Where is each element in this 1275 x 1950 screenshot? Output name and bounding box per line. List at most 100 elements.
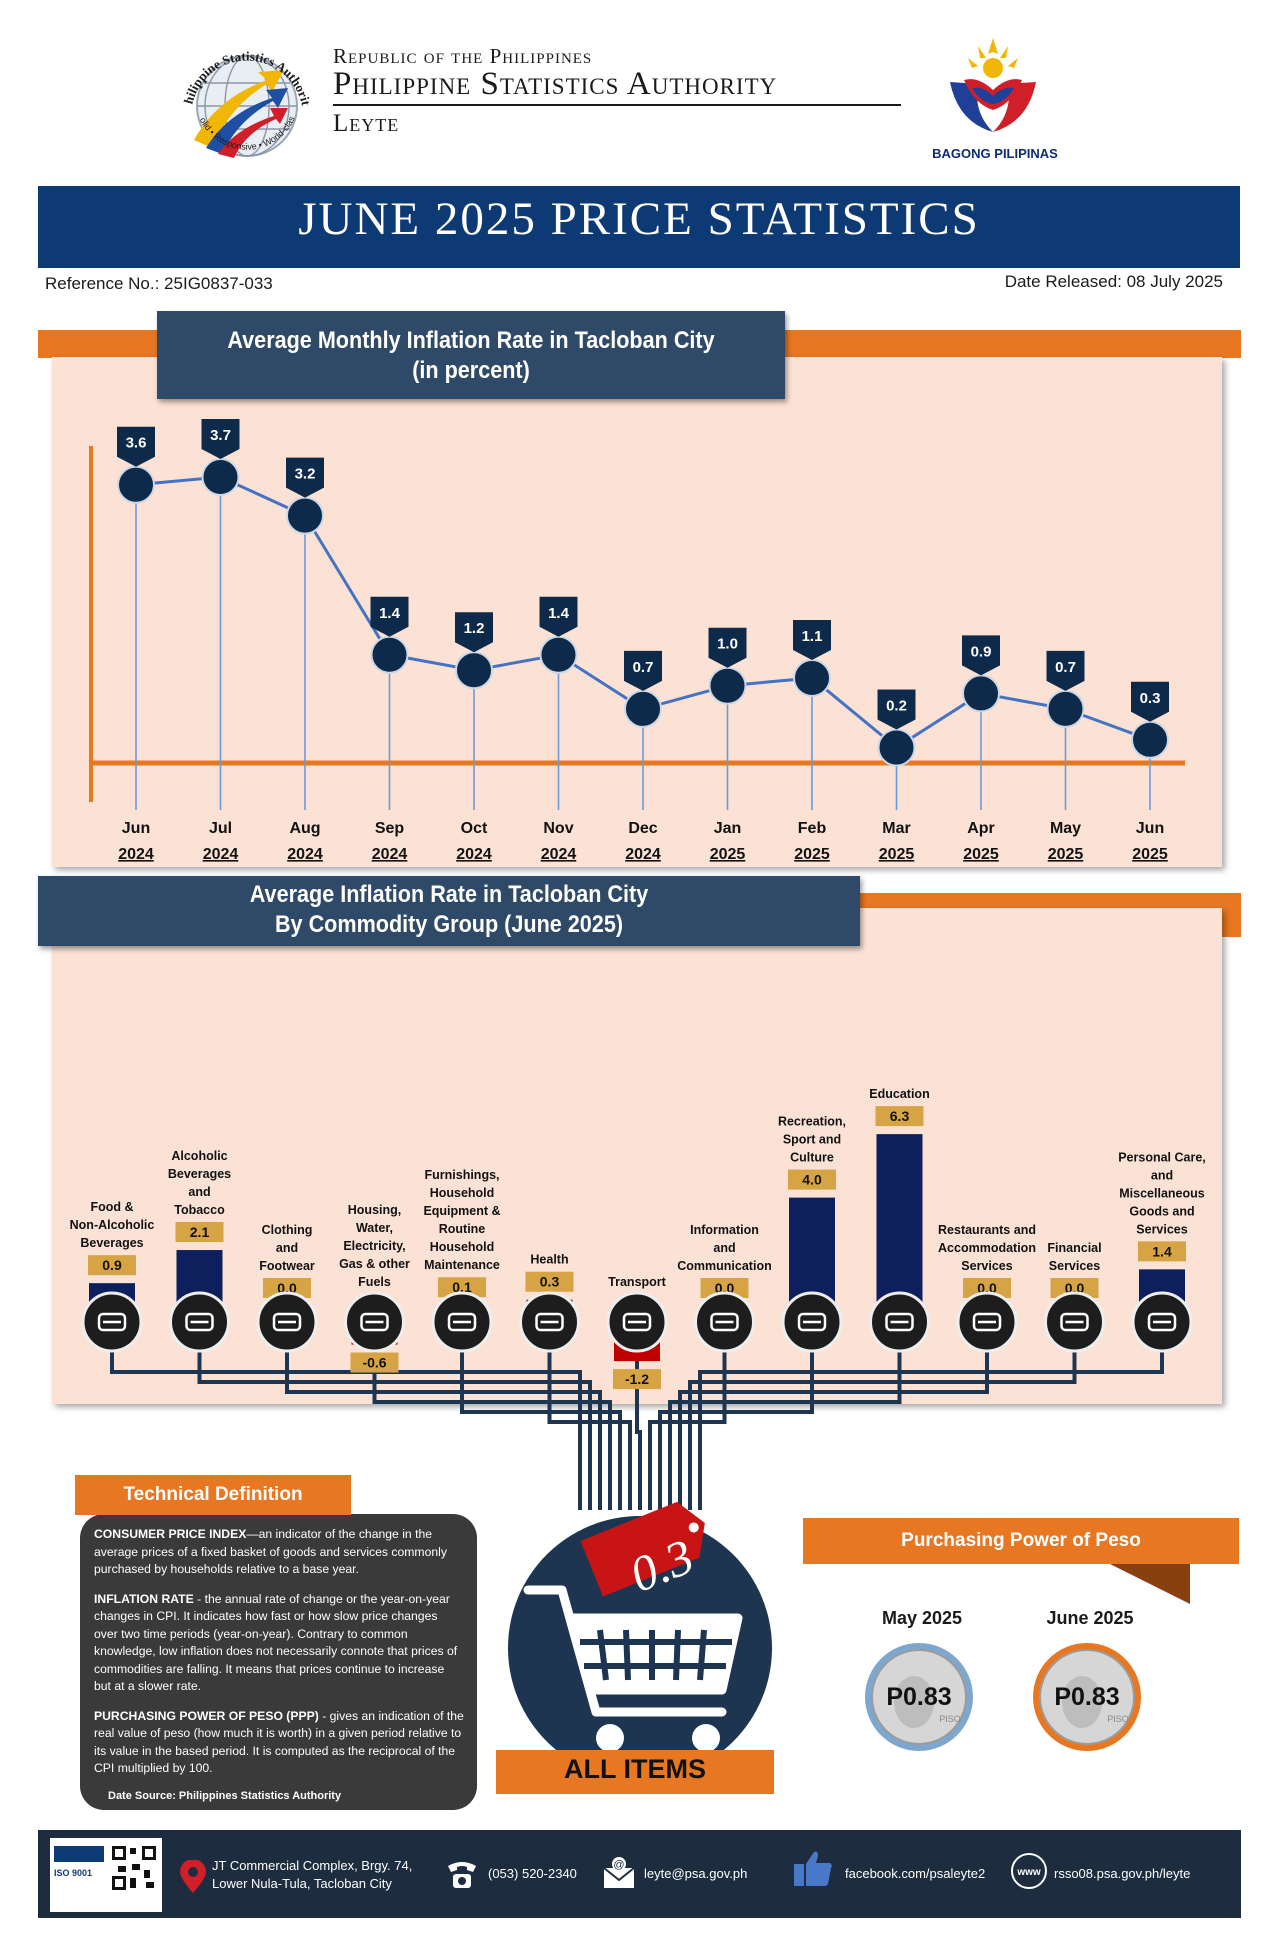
category-label: Maintenance [424, 1258, 500, 1272]
category-label: and [1151, 1168, 1173, 1182]
email-icon: @ [603, 1857, 635, 1888]
value-label: 6.3 [890, 1108, 910, 1124]
value-label-bg [875, 1106, 924, 1127]
x-tick-year: 2024 [625, 846, 661, 863]
data-label: 0.3 [1140, 690, 1161, 707]
all-items-label: ALL ITEMS [563, 1754, 706, 1784]
phone-icon [694, 1291, 755, 1353]
psa-seal-logo: Philippine Statistics Authority Solid • … [172, 28, 314, 158]
value-label: 0.9 [102, 1257, 122, 1273]
location-pin-icon [180, 1860, 206, 1893]
transport-icon [606, 1291, 668, 1353]
phone-number[interactable]: (053) 520-2340 [488, 1866, 577, 1881]
june-2025-label: June 2025 [1046, 1608, 1134, 1628]
category-label: Beverages [80, 1236, 143, 1250]
value-label-bg [963, 1278, 1011, 1298]
monthly-title-box [157, 311, 785, 399]
certification-badge: ISO 9001 [50, 1838, 162, 1912]
data-label-tag [708, 627, 747, 668]
x-tick-month: Jun [122, 820, 150, 837]
x-tick-year: 2024 [287, 846, 323, 863]
data-label-tag [201, 419, 240, 459]
value-label-bg [350, 1352, 399, 1373]
category-label: and [276, 1241, 298, 1255]
category-label: Water, [356, 1221, 393, 1235]
category-label: Miscellaneous [1119, 1186, 1204, 1200]
commodity-title-box [38, 876, 860, 946]
svg-text:@: @ [613, 1859, 624, 1871]
category-label: Housing, [348, 1203, 401, 1217]
monthly-inflation-chart: 3.6 Jun 2024 3.7 Jul 2024 3.2 Aug 2024 1.4 Sep 2024… [89, 419, 1185, 863]
ppp-term: PURCHASING POWER OF PESO (PPP) [94, 1708, 319, 1723]
may-coin-text: PISO [939, 1714, 961, 1724]
category-label: Personal Care, [1118, 1150, 1206, 1164]
connector-line [460, 1336, 622, 1510]
category-label: Furnishings, [425, 1168, 500, 1182]
connector-line [668, 1336, 902, 1510]
data-label: 1.2 [464, 620, 485, 637]
data-point [455, 651, 493, 690]
heading-fold [1110, 1564, 1190, 1604]
email-link[interactable]: leyte@psa.gov.ph [644, 1866, 748, 1881]
data-source: Date Source: Philippines Statistics Auth… [108, 1790, 342, 1802]
bagong-pilipinas-text: BAGONG PILIPINAS [932, 146, 1058, 161]
category-label: Tobacco [174, 1203, 225, 1217]
june-ppp-value: P0.83 [1054, 1683, 1119, 1711]
connector-line [688, 1336, 1077, 1510]
facebook-link[interactable]: facebook.com/psaleyte2 [845, 1866, 986, 1881]
value-label: -0.6 [362, 1355, 386, 1371]
data-label: 0.9 [971, 643, 992, 660]
category-label: Beverages [168, 1167, 231, 1181]
clothing-icon [256, 1291, 318, 1353]
all-items-label-box [496, 1750, 774, 1794]
x-tick-year: 2025 [963, 846, 999, 863]
x-tick-month: Feb [798, 820, 827, 837]
commodity-title-line1: Average Inflation Rate in Tacloban City [249, 881, 649, 908]
category-label: Household [430, 1240, 495, 1254]
data-label-tag [877, 689, 916, 730]
category-label: Electricity, [343, 1239, 405, 1253]
x-tick-month: Dec [628, 820, 657, 837]
x-tick-year: 2024 [203, 846, 239, 863]
category-label: Services [1049, 1259, 1100, 1273]
data-point [624, 689, 662, 728]
all-items-cart-graphic: 0.3 [508, 1501, 772, 1780]
house-icon [344, 1291, 405, 1353]
value-label-bg [788, 1169, 836, 1190]
food-icon [81, 1291, 143, 1353]
inflation-definition: - the annual rate of change or the year-… [94, 1591, 458, 1694]
category-label: Services [1136, 1222, 1187, 1236]
x-tick-year: 2025 [1048, 846, 1084, 863]
category-label: Information [690, 1223, 759, 1237]
x-tick-month: Nov [543, 820, 573, 837]
data-label-tag [1131, 681, 1169, 722]
data-label-tag [962, 635, 1000, 676]
value-label: -1.2 [625, 1371, 649, 1387]
category-label: Culture [790, 1151, 834, 1165]
technical-definition-heading: Technical Definition [75, 1475, 351, 1515]
commodity-title: Average Inflation Rate in Tacloban City … [79, 880, 819, 940]
data-point [962, 674, 1000, 713]
header-rule [333, 104, 901, 106]
may-coin: PISO P0.83 [865, 1643, 973, 1751]
data-label: 1.4 [548, 605, 570, 622]
facebook-like-icon [794, 1851, 832, 1886]
data-point [1046, 689, 1085, 728]
category-label: Restaurants and [938, 1223, 1036, 1237]
website-link[interactable]: rsso08.psa.gov.ph/leyte [1054, 1866, 1191, 1881]
education-icon [869, 1291, 930, 1353]
category-label: Clothing [262, 1223, 313, 1237]
monthly-title-line1: Average Monthly Inflation Rate in Taclob… [227, 327, 715, 354]
qr-code-icon [110, 1844, 158, 1892]
data-point [117, 465, 155, 504]
x-tick-year: 2025 [794, 846, 830, 863]
x-tick-year: 2024 [372, 846, 408, 863]
category-label: Communication [677, 1259, 771, 1273]
data-label: 0.7 [633, 659, 654, 676]
x-tick-month: Jun [1136, 820, 1164, 837]
x-tick-month: Mar [882, 820, 910, 837]
value-label-bg [263, 1278, 311, 1298]
header-agency: Philippine Statistics Authority [333, 66, 778, 102]
reference-number: Reference No.: 25IG0837-033 [45, 274, 273, 293]
web-glyph: www [1016, 1867, 1041, 1878]
